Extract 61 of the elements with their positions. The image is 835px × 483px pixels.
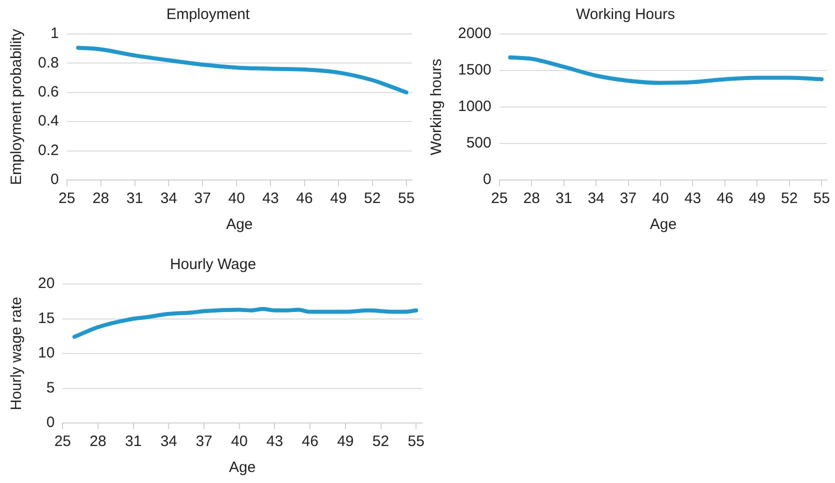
y-tick-label: 0 bbox=[50, 171, 59, 188]
y-tick-label: 1500 bbox=[458, 62, 492, 79]
x-tick-label: 37 bbox=[194, 190, 211, 208]
x-tick-label: 52 bbox=[781, 190, 798, 208]
x-axis-title: Age bbox=[228, 459, 256, 476]
x-tick-label: 43 bbox=[262, 190, 279, 208]
y-tick-label: 0 bbox=[46, 414, 55, 432]
y-tick-label: 1000 bbox=[458, 98, 492, 116]
y-tick-label: 20 bbox=[38, 275, 55, 292]
y-tick-label: 0.2 bbox=[38, 142, 59, 159]
x-tick-label: 55 bbox=[813, 190, 830, 208]
y-tick-label: 5 bbox=[46, 379, 55, 396]
x-tick-label: 49 bbox=[330, 190, 347, 208]
x-tick-label: 49 bbox=[748, 190, 766, 208]
x-axis-title: Age bbox=[650, 216, 677, 234]
y-axis-title: Working hours bbox=[428, 58, 446, 156]
x-tick-label: 52 bbox=[372, 433, 390, 450]
line-series bbox=[72, 307, 418, 339]
x-tick-label: 46 bbox=[296, 190, 313, 208]
x-tick-label: 34 bbox=[160, 433, 178, 450]
x-tick-label: 28 bbox=[523, 190, 540, 208]
y-tick-label: 0.6 bbox=[38, 84, 59, 101]
x-tick-label: 31 bbox=[555, 190, 572, 208]
y-tick-label: 2000 bbox=[458, 25, 492, 42]
x-tick-label: 28 bbox=[90, 433, 106, 450]
x-tick-label: 40 bbox=[652, 190, 669, 208]
y-tick-label: 10 bbox=[38, 344, 55, 362]
y-tick-label: 15 bbox=[38, 310, 55, 327]
x-tick-label: 37 bbox=[620, 190, 637, 208]
y-tick-label: 0 bbox=[483, 171, 492, 188]
x-tick-label: 25 bbox=[54, 433, 72, 450]
x-tick-label: 52 bbox=[364, 190, 381, 208]
y-tick-label: 500 bbox=[466, 134, 492, 152]
x-tick-label: 25 bbox=[58, 190, 76, 208]
x-tick-label: 37 bbox=[196, 433, 212, 450]
x-tick-label: 28 bbox=[92, 190, 110, 208]
x-tick-label: 25 bbox=[491, 190, 508, 208]
y-tick-label: 0.8 bbox=[38, 54, 59, 72]
line-series bbox=[508, 55, 824, 85]
x-tick-label: 55 bbox=[398, 190, 415, 208]
line-series bbox=[76, 46, 408, 94]
x-tick-label: 31 bbox=[125, 433, 142, 450]
x-axis-title: Age bbox=[226, 216, 253, 234]
chart-title: Working Hours bbox=[576, 6, 675, 24]
x-tick-label: 46 bbox=[716, 190, 734, 208]
chart-title: Hourly Wage bbox=[170, 256, 256, 274]
x-tick-label: 49 bbox=[337, 433, 354, 450]
x-tick-label: 43 bbox=[684, 190, 702, 208]
y-tick-label: 0.4 bbox=[38, 112, 59, 130]
chart-title: Employment bbox=[166, 6, 251, 24]
y-axis-title: Hourly wage rate bbox=[8, 296, 26, 410]
y-axis-title: Employment probability bbox=[8, 28, 26, 185]
x-tick-label: 46 bbox=[302, 433, 318, 450]
x-tick-label: 40 bbox=[231, 433, 248, 450]
x-tick-label: 31 bbox=[126, 190, 144, 208]
x-tick-label: 40 bbox=[228, 190, 245, 208]
y-tick-label: 1 bbox=[50, 25, 59, 42]
x-tick-label: 43 bbox=[266, 433, 284, 450]
x-tick-label: 55 bbox=[408, 433, 424, 450]
x-tick-label: 34 bbox=[160, 190, 178, 208]
x-tick-label: 34 bbox=[588, 190, 604, 208]
